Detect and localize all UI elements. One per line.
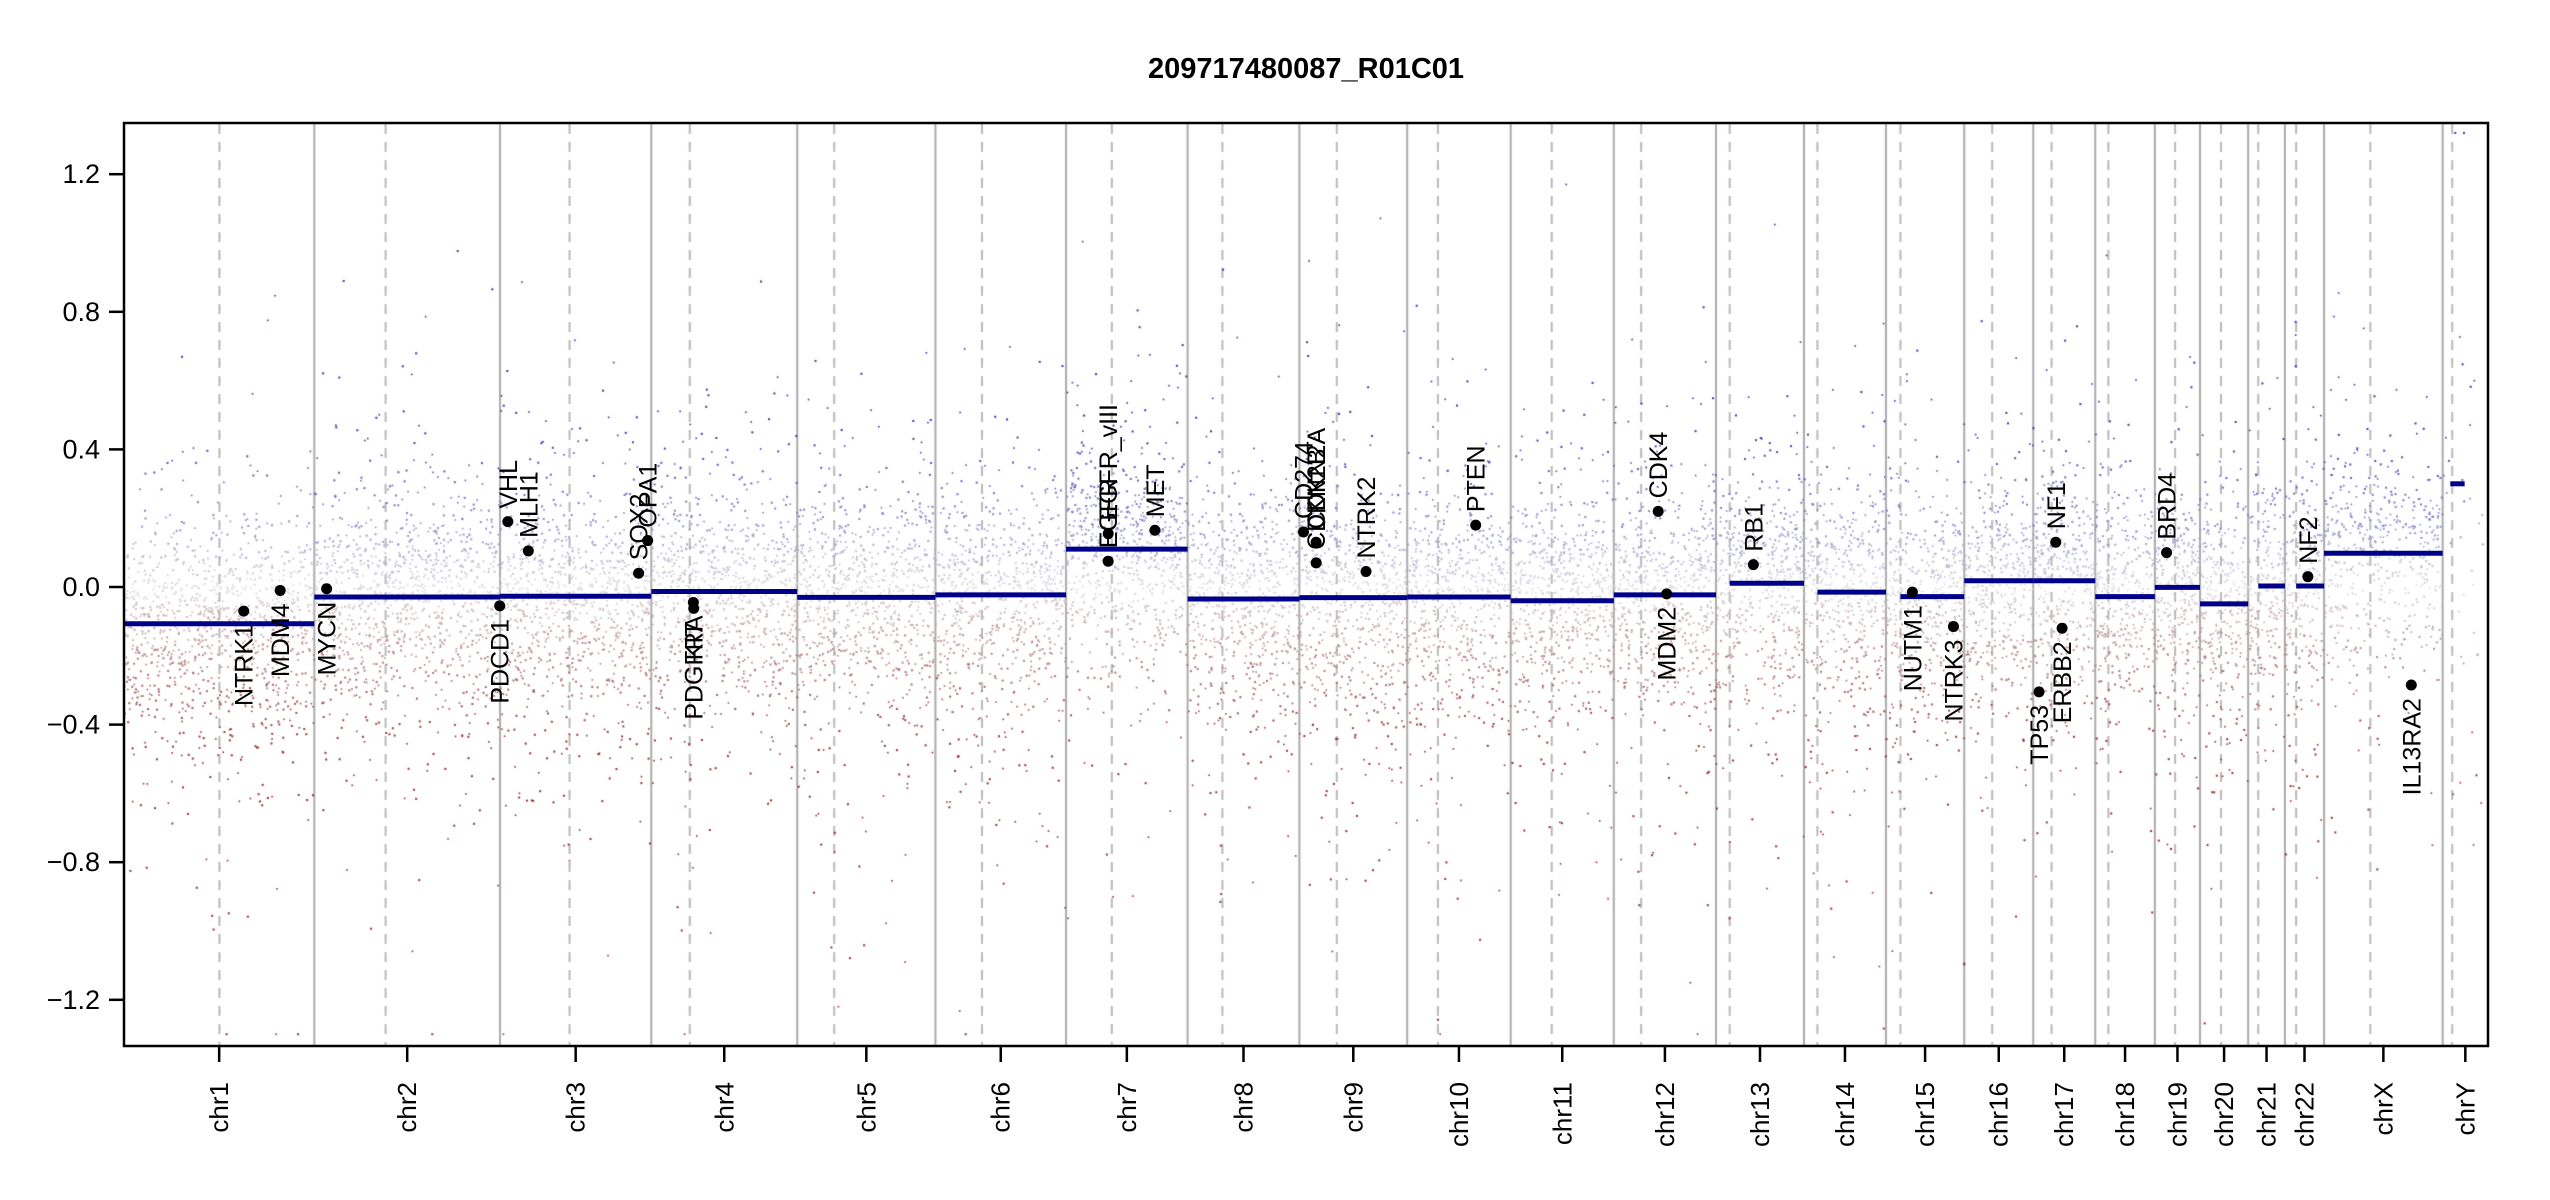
gene-dot-KIT [688, 602, 700, 614]
x-tick-label-chr2: chr2 [392, 1082, 422, 1133]
gene-dot-IL13RA2 [2405, 679, 2417, 691]
gene-dot-NTRK2 [1360, 566, 1372, 578]
gene-label-PDCD1: PDCD1 [487, 619, 515, 704]
x-tick-label-chr11: chr11 [1547, 1082, 1577, 1145]
gene-label-TP53: TP53 [2026, 705, 2054, 765]
gene-label-CDK4: CDK4 [1645, 432, 1673, 499]
gene-label-MDM4: MDM4 [267, 603, 295, 677]
gene-dot-EGFR [1102, 555, 1114, 567]
gene-label-NF1: NF1 [2043, 482, 2071, 529]
y-tick-label: −0.4 [47, 710, 100, 740]
gene-dot-NTRK1 [238, 605, 250, 617]
x-tick-label-chr20: chr20 [2209, 1082, 2239, 1147]
gene-label-PDGFRA: PDGFRA [680, 615, 708, 720]
gene-label-NF2: NF2 [2295, 516, 2323, 563]
x-tick-label-chr14: chr14 [1830, 1082, 1860, 1147]
gene-dot-MYCN [321, 583, 333, 595]
gene-label-PTEN: PTEN [1463, 445, 1491, 512]
y-tick-label: 0.0 [62, 572, 100, 602]
gene-label-NUTM1: NUTM1 [1899, 605, 1927, 691]
gene-dot-CDKN2B [1310, 557, 1322, 569]
gene-label-VHL: VHL [495, 460, 523, 509]
gene-label-CDKN2B: CDKN2B [1303, 448, 1331, 549]
gene-label-IL13RA2: IL13RA2 [2398, 698, 2426, 795]
gene-label-OPA1: OPA1 [635, 463, 663, 528]
x-tick-label-chr1: chr1 [204, 1082, 234, 1133]
gene-dot-EGFR_vIII [1102, 528, 1114, 540]
x-tick-label-chr7: chr7 [1112, 1082, 1142, 1133]
gene-dot-VHL [502, 516, 514, 528]
axes-layer: 1.2 0.8 0.4 0.0 −0.4 −0.8 −1.2 chr1 chr2 chr3 chr4… [47, 121, 2490, 1147]
gene-label-MLH1: MLH1 [515, 471, 543, 538]
gene-label-MDM2: MDM2 [1654, 607, 1682, 681]
segments-layer [124, 481, 2465, 627]
y-tick-label: −1.2 [47, 985, 100, 1015]
gene-dot-CDKN2A [1310, 536, 1322, 548]
plot-box [122, 121, 2490, 1048]
gene-dot-PTEN [1470, 519, 1482, 531]
gene-label-EGFR_vIII: EGFR_vIII [1095, 404, 1123, 521]
y-tick-label: −0.8 [47, 847, 100, 877]
gene-label-NTRK2: NTRK2 [1353, 477, 1381, 559]
gene-dot-ERBB2 [2056, 622, 2068, 634]
gene-dot-TP53 [2033, 686, 2045, 698]
gene-dot-CDK4 [1652, 505, 1664, 517]
x-tick-label-chr16: chr16 [1984, 1082, 2014, 1147]
x-tick-label-chr21: chr21 [2252, 1082, 2282, 1147]
x-tick-label-chr3: chr3 [561, 1082, 591, 1133]
plot-title: 209717480087_R01C01 [1148, 53, 1464, 85]
gene-dot-NUTM1 [1906, 586, 1918, 598]
x-tick-label-chrY: chrY [2450, 1082, 2480, 1135]
x-tick-label-chr10: chr10 [1444, 1082, 1474, 1147]
x-tick-label-chr15: chr15 [1910, 1082, 1940, 1147]
gene-dot-BRD4 [2161, 547, 2173, 559]
gene-dot-PDCD1 [494, 600, 506, 612]
gene-dot-MDM2 [1661, 588, 1673, 600]
x-tick-label-chr18: chr18 [2110, 1082, 2140, 1147]
gene-dot-NF1 [2050, 536, 2062, 548]
gene-dot-NTRK3 [1947, 621, 1959, 633]
gene-label-BRD4: BRD4 [2154, 473, 2182, 540]
x-tick-label-chrX: chrX [2368, 1082, 2398, 1135]
gene-label-ERBB2: ERBB2 [2049, 641, 2077, 723]
y-tick-label: 0.4 [62, 434, 100, 464]
gene-label-CD274: CD274 [1290, 441, 1318, 519]
x-tick-label-chr6: chr6 [986, 1082, 1016, 1133]
gene-label-NTRK1: NTRK1 [231, 624, 259, 706]
x-tick-label-chr22: chr22 [2290, 1082, 2320, 1147]
x-tick-label-chr13: chr13 [1745, 1082, 1775, 1147]
x-tick-label-chr17: chr17 [2049, 1082, 2079, 1147]
gene-label-KIT: KIT [681, 621, 709, 660]
y-tick-label: 0.8 [62, 297, 100, 327]
gene-label-CDKN2A: CDKN2A [1303, 428, 1331, 530]
gene-dot-OPA1 [642, 535, 654, 547]
x-tick-label-chr19: chr19 [2162, 1082, 2192, 1147]
x-tick-label-chr4: chr4 [709, 1082, 739, 1133]
gene-label-MYCN: MYCN [314, 602, 342, 676]
gene-dot-NF2 [2302, 571, 2314, 583]
gene-label-NTRK3: NTRK3 [1940, 640, 1968, 722]
gene-dot-MLH1 [522, 545, 534, 557]
gene-dot-MET [1149, 524, 1161, 536]
gene-dot-SOX2 [633, 567, 645, 579]
y-tick-label: 1.2 [62, 159, 100, 189]
gene-label-RB1: RB1 [1740, 503, 1768, 552]
gene-dot-RB1 [1747, 559, 1759, 571]
x-tick-label-chr5: chr5 [851, 1082, 881, 1133]
x-tick-label-chr12: chr12 [1650, 1082, 1680, 1147]
gene-label-MET: MET [1142, 464, 1170, 517]
gene-dot-CD274 [1297, 526, 1309, 538]
x-tick-label-chr9: chr9 [1338, 1082, 1368, 1133]
gene-label-SOX2: SOX2 [626, 494, 654, 561]
gene-dot-MDM4 [274, 584, 286, 596]
x-tick-label-chr8: chr8 [1228, 1082, 1258, 1133]
